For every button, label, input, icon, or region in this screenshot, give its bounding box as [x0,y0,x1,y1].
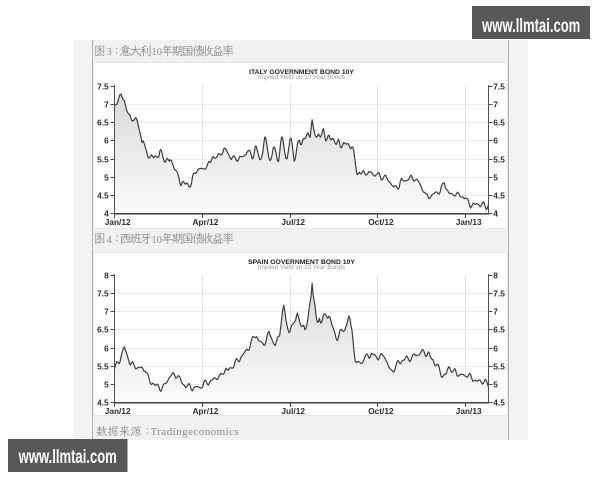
svg-text:7.5: 7.5 [97,81,109,91]
svg-text:5.5: 5.5 [97,154,109,164]
svg-text:5.5: 5.5 [493,361,505,371]
svg-text:4.5: 4.5 [97,190,109,200]
svg-text:Jan/13: Jan/13 [456,217,482,227]
svg-text:6.5: 6.5 [493,117,505,127]
svg-text:6: 6 [104,343,109,353]
svg-text:7.5: 7.5 [97,288,109,298]
svg-text:Oct/12: Oct/12 [368,217,394,227]
svg-text:5: 5 [104,379,109,389]
svg-text:4: 4 [104,208,109,218]
svg-text:10: 10 [151,235,162,246]
svg-text:Tradingeconomics: Tradingeconomics [151,426,240,438]
svg-text:7: 7 [104,306,109,316]
svg-text:Jan/12: Jan/12 [105,406,131,416]
svg-text:6: 6 [493,343,498,353]
svg-text:7: 7 [493,306,498,316]
svg-text:7: 7 [493,99,498,109]
svg-text:8: 8 [493,270,498,280]
svg-text:8: 8 [104,270,109,280]
svg-text:www.llmtai.com: www.llmtai.com [481,14,580,36]
svg-text:ITALY GOVERNMENT BOND 10Y: ITALY GOVERNMENT BOND 10Y [249,69,354,76]
svg-text:Jul/12: Jul/12 [281,217,305,227]
svg-text:www.llmtai.com: www.llmtai.com [18,445,117,467]
svg-text:10: 10 [151,47,162,58]
svg-text:4.5: 4.5 [493,397,505,407]
svg-text:6.5: 6.5 [97,324,109,334]
svg-text:4: 4 [107,235,113,246]
svg-text:7.5: 7.5 [493,288,505,298]
svg-text:Apr/12: Apr/12 [192,406,218,416]
svg-text:4.5: 4.5 [493,190,505,200]
svg-text:Implied Yield on 10 Year Bonds: Implied Yield on 10 Year Bonds [258,264,345,271]
svg-text:4.5: 4.5 [97,397,109,407]
svg-text:4: 4 [493,208,498,218]
svg-text:Implied Yield on 10 Year Bonds: Implied Yield on 10 Year Bonds [258,74,345,81]
svg-text:Jan/13: Jan/13 [456,406,482,416]
svg-text:7.5: 7.5 [493,81,505,91]
svg-text:Jul/12: Jul/12 [281,406,305,416]
svg-text:5: 5 [493,379,498,389]
svg-text:6.5: 6.5 [97,117,109,127]
svg-text:5: 5 [104,172,109,182]
svg-text:Oct/12: Oct/12 [368,406,394,416]
svg-text:5: 5 [493,172,498,182]
svg-text:6.5: 6.5 [493,324,505,334]
svg-text:6: 6 [104,135,109,145]
svg-text:5.5: 5.5 [493,154,505,164]
svg-text:7: 7 [104,99,109,109]
svg-text:Jan/12: Jan/12 [105,217,131,227]
svg-text:SPAIN GOVERNMENT BOND 10Y: SPAIN GOVERNMENT BOND 10Y [248,259,355,266]
svg-text:6: 6 [493,135,498,145]
svg-text:Apr/12: Apr/12 [192,217,218,227]
svg-text:3: 3 [107,47,112,58]
svg-text:5.5: 5.5 [97,361,109,371]
